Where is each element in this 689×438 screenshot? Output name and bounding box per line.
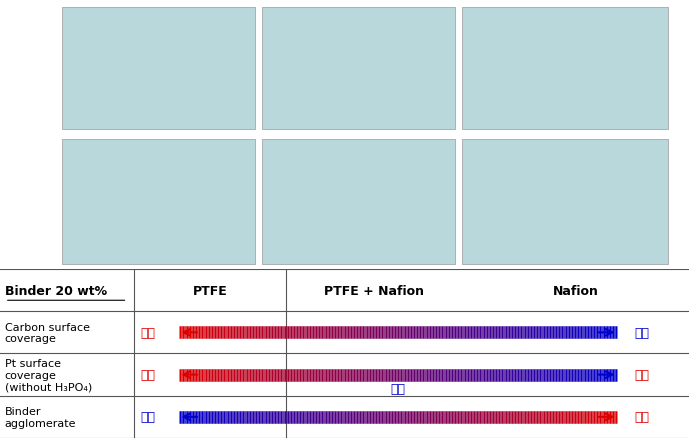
FancyBboxPatch shape bbox=[462, 8, 668, 129]
FancyBboxPatch shape bbox=[262, 140, 455, 264]
Text: 높음: 높음 bbox=[140, 368, 155, 381]
Text: 높음: 높음 bbox=[634, 410, 649, 424]
Text: PTFE: PTFE bbox=[193, 284, 227, 297]
Text: Nafion: Nafion bbox=[553, 284, 598, 297]
Text: 낙음: 낙음 bbox=[140, 410, 155, 424]
FancyBboxPatch shape bbox=[62, 8, 255, 129]
Text: 낙음: 낙음 bbox=[391, 382, 405, 395]
Text: 높음: 높음 bbox=[634, 368, 649, 381]
Text: Pt surface
coverage
(without H₃PO₄): Pt surface coverage (without H₃PO₄) bbox=[5, 358, 92, 391]
FancyBboxPatch shape bbox=[462, 140, 668, 264]
Text: 높음: 높음 bbox=[140, 326, 155, 339]
Text: PTFE + Nafion: PTFE + Nafion bbox=[324, 284, 424, 297]
Text: Binder 20 wt%: Binder 20 wt% bbox=[5, 284, 107, 297]
Text: Carbon surface
coverage: Carbon surface coverage bbox=[5, 322, 90, 343]
FancyBboxPatch shape bbox=[262, 8, 455, 129]
Text: 낙음: 낙음 bbox=[634, 326, 649, 339]
FancyBboxPatch shape bbox=[62, 140, 255, 264]
Text: Binder
agglomerate: Binder agglomerate bbox=[5, 406, 76, 427]
